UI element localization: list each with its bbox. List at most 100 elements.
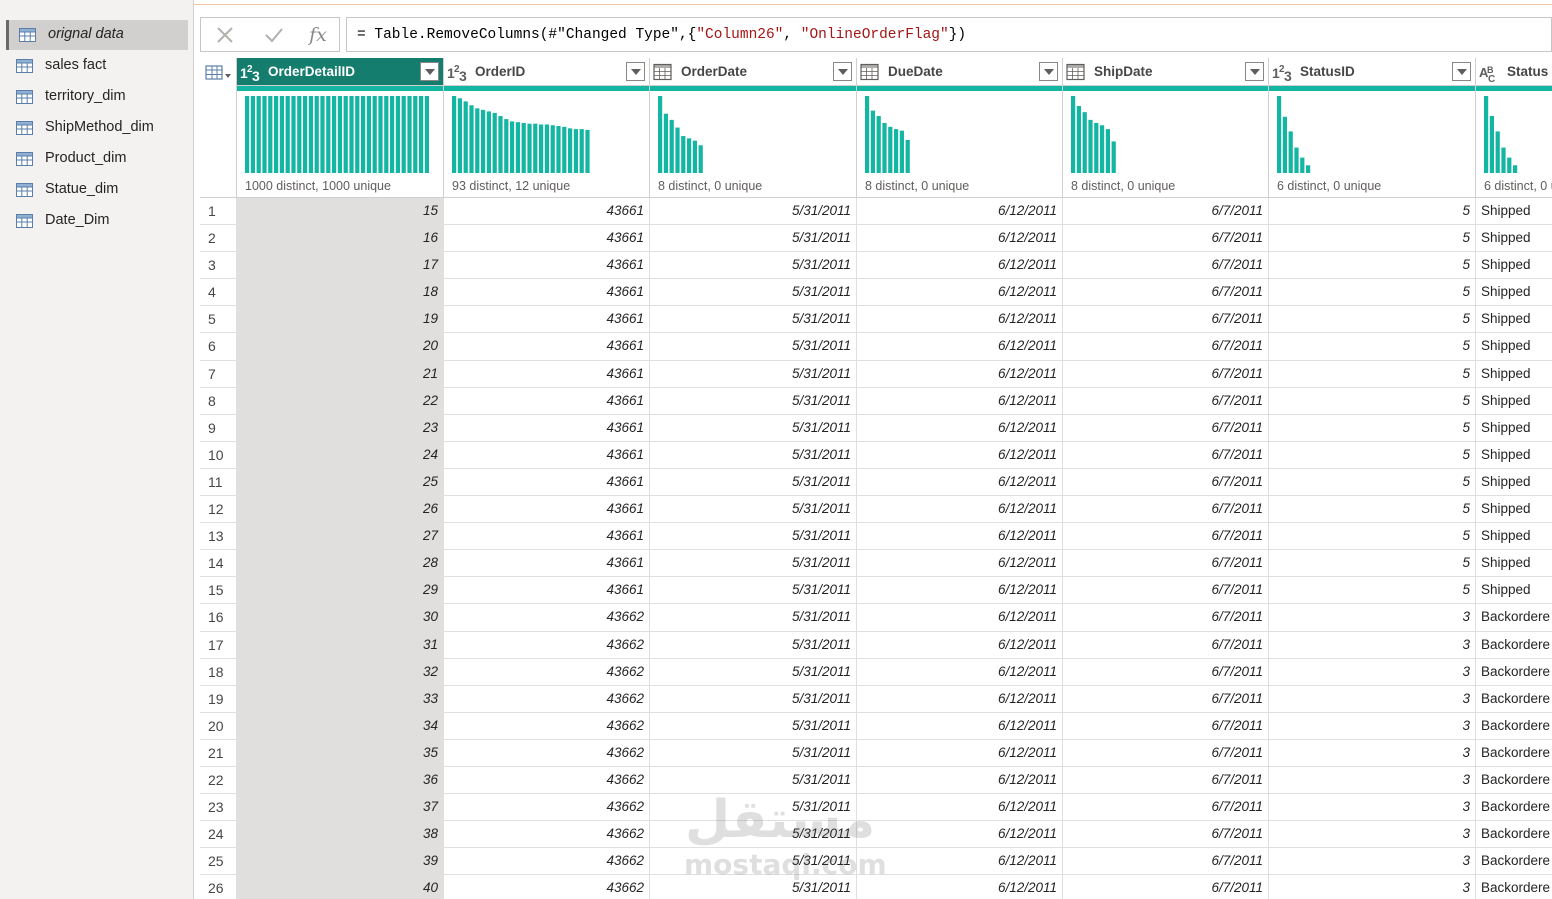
table-cell[interactable]: 6/7/2011 bbox=[1063, 496, 1269, 523]
table-cell[interactable]: 6/12/2011 bbox=[857, 631, 1063, 658]
filter-dropdown-button[interactable] bbox=[1245, 62, 1264, 81]
query-item[interactable]: Date_Dim bbox=[6, 206, 188, 236]
table-cell[interactable]: 43661 bbox=[444, 468, 650, 496]
table-cell[interactable]: 5 bbox=[1269, 496, 1476, 523]
table-cell[interactable]: 6/7/2011 bbox=[1063, 685, 1269, 712]
table-cell[interactable]: Shipped bbox=[1476, 279, 1552, 305]
table-cell[interactable]: 6/12/2011 bbox=[857, 766, 1063, 794]
table-cell[interactable]: 35 bbox=[237, 739, 444, 766]
table-cell[interactable]: 6/7/2011 bbox=[1063, 333, 1269, 360]
table-cell[interactable]: 5/31/2011 bbox=[650, 766, 857, 794]
row-number[interactable]: 21 bbox=[200, 739, 237, 766]
table-cell[interactable]: 5 bbox=[1269, 360, 1476, 387]
table-cell[interactable]: 6/12/2011 bbox=[857, 225, 1063, 252]
table-cell[interactable]: 5/31/2011 bbox=[650, 360, 857, 387]
row-number[interactable]: 6 bbox=[200, 333, 237, 360]
table-cell[interactable]: 5 bbox=[1269, 523, 1476, 550]
table-cell[interactable]: Backordere bbox=[1476, 604, 1552, 630]
close-icon[interactable] bbox=[211, 23, 239, 47]
table-cell[interactable]: Shipped bbox=[1476, 442, 1552, 468]
table-cell[interactable]: 6/7/2011 bbox=[1063, 360, 1269, 387]
table-cell[interactable]: 43662 bbox=[444, 848, 650, 875]
table-cell[interactable]: Shipped bbox=[1476, 225, 1552, 251]
table-cell[interactable]: 3 bbox=[1269, 712, 1476, 739]
table-cell[interactable]: 6/12/2011 bbox=[857, 848, 1063, 875]
row-number[interactable]: 19 bbox=[200, 685, 237, 712]
row-number[interactable]: 8 bbox=[200, 387, 237, 414]
table-cell[interactable]: Backordere bbox=[1476, 848, 1552, 874]
table-cell[interactable]: 6/7/2011 bbox=[1063, 279, 1269, 306]
table-cell[interactable]: Shipped bbox=[1476, 469, 1552, 495]
table-cell[interactable]: 5 bbox=[1269, 414, 1476, 441]
table-cell[interactable]: 6/7/2011 bbox=[1063, 848, 1269, 875]
table-cell[interactable]: 36 bbox=[237, 766, 444, 794]
table-cell[interactable]: 5/31/2011 bbox=[650, 685, 857, 712]
table-cell[interactable]: 27 bbox=[237, 523, 444, 550]
table-cell[interactable]: 43662 bbox=[444, 631, 650, 658]
table-cell[interactable]: 30 bbox=[237, 604, 444, 631]
table-cell[interactable]: 6/7/2011 bbox=[1063, 414, 1269, 441]
table-cell[interactable]: 6/12/2011 bbox=[857, 658, 1063, 685]
table-cell[interactable]: 6/7/2011 bbox=[1063, 821, 1269, 848]
table-cell[interactable]: 5/31/2011 bbox=[650, 631, 857, 658]
table-cell[interactable]: 6/12/2011 bbox=[857, 387, 1063, 414]
row-number[interactable]: 7 bbox=[200, 360, 237, 387]
table-cell[interactable]: 43661 bbox=[444, 252, 650, 279]
table-cell[interactable]: 6/7/2011 bbox=[1063, 577, 1269, 604]
table-cell[interactable]: 43662 bbox=[444, 875, 650, 899]
table-cell[interactable]: 6/12/2011 bbox=[857, 198, 1063, 225]
table-cell[interactable]: 6/12/2011 bbox=[857, 712, 1063, 739]
row-number[interactable]: 15 bbox=[200, 577, 237, 604]
table-cell[interactable]: 6/12/2011 bbox=[857, 414, 1063, 441]
table-cell[interactable]: 5/31/2011 bbox=[650, 739, 857, 766]
table-cell[interactable]: 6/12/2011 bbox=[857, 360, 1063, 387]
table-cell[interactable]: 6/12/2011 bbox=[857, 821, 1063, 848]
formula-input[interactable]: = Table.RemoveColumns(#"Changed Type",{"… bbox=[346, 17, 1552, 52]
table-cell[interactable]: 38 bbox=[237, 821, 444, 848]
row-number[interactable]: 11 bbox=[200, 468, 237, 496]
table-cell[interactable]: Backordere bbox=[1476, 740, 1552, 766]
table-cell[interactable]: 31 bbox=[237, 631, 444, 658]
table-cell[interactable]: 6/7/2011 bbox=[1063, 766, 1269, 794]
table-cell[interactable]: 5 bbox=[1269, 550, 1476, 577]
table-cell[interactable]: 5 bbox=[1269, 198, 1476, 225]
table-cell[interactable]: 3 bbox=[1269, 631, 1476, 658]
table-cell[interactable]: 6/12/2011 bbox=[857, 496, 1063, 523]
table-cell[interactable]: 6/12/2011 bbox=[857, 523, 1063, 550]
table-cell[interactable]: Shipped bbox=[1476, 198, 1552, 224]
table-cell[interactable]: 20 bbox=[237, 333, 444, 360]
table-cell[interactable]: 5/31/2011 bbox=[650, 225, 857, 252]
table-cell[interactable]: 5/31/2011 bbox=[650, 306, 857, 333]
table-cell[interactable]: Backordere bbox=[1476, 632, 1552, 658]
table-cell[interactable]: 43661 bbox=[444, 523, 650, 550]
table-cell[interactable]: 6/7/2011 bbox=[1063, 225, 1269, 252]
row-number[interactable]: 5 bbox=[200, 306, 237, 333]
table-cell[interactable]: 3 bbox=[1269, 658, 1476, 685]
table-cell[interactable]: 3 bbox=[1269, 821, 1476, 848]
date-icon[interactable] bbox=[860, 63, 882, 83]
table-cell[interactable]: 5 bbox=[1269, 306, 1476, 333]
table-cell[interactable]: 6/7/2011 bbox=[1063, 441, 1269, 468]
table-cell[interactable]: 6/7/2011 bbox=[1063, 523, 1269, 550]
table-cell[interactable]: 43662 bbox=[444, 766, 650, 794]
query-item[interactable]: sales fact bbox=[6, 51, 188, 81]
table-cell[interactable]: 39 bbox=[237, 848, 444, 875]
column-header[interactable]: A B C Status bbox=[1476, 58, 1552, 86]
table-cell[interactable]: 5/31/2011 bbox=[650, 577, 857, 604]
table-cell[interactable]: 6/12/2011 bbox=[857, 550, 1063, 577]
table-cell[interactable]: 21 bbox=[237, 360, 444, 387]
table-cell[interactable]: 43662 bbox=[444, 712, 650, 739]
table-cell[interactable]: 23 bbox=[237, 414, 444, 441]
row-number[interactable]: 20 bbox=[200, 712, 237, 739]
table-cell[interactable]: 3 bbox=[1269, 739, 1476, 766]
table-cell[interactable]: 43662 bbox=[444, 821, 650, 848]
table-cell[interactable]: 6/7/2011 bbox=[1063, 387, 1269, 414]
filter-dropdown-button[interactable] bbox=[626, 62, 645, 81]
table-cell[interactable]: Backordere bbox=[1476, 686, 1552, 712]
table-cell[interactable]: 43661 bbox=[444, 225, 650, 252]
table-cell[interactable]: 6/12/2011 bbox=[857, 252, 1063, 279]
row-number[interactable]: 3 bbox=[200, 252, 237, 279]
column-header[interactable]: ShipDate bbox=[1063, 58, 1268, 86]
table-cell[interactable]: Shipped bbox=[1476, 361, 1552, 387]
